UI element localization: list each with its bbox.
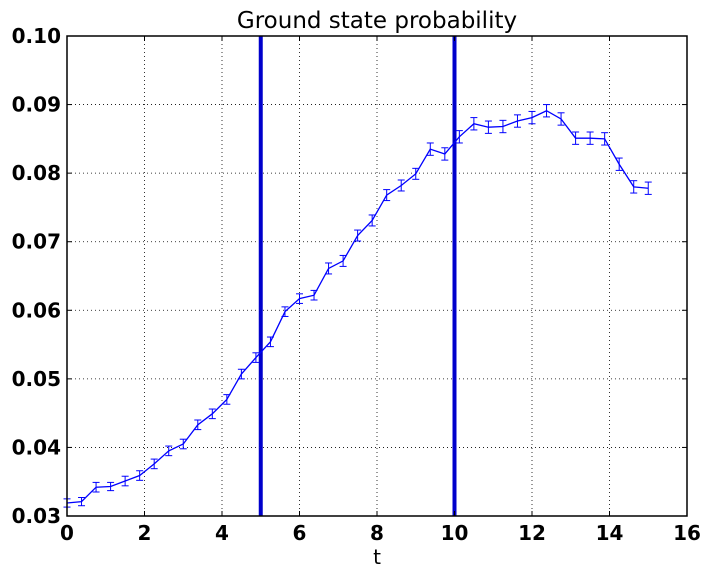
data-point-errorbar bbox=[426, 142, 434, 156]
data-point-errorbar bbox=[92, 481, 100, 493]
x-tick-label: 4 bbox=[215, 521, 229, 545]
data-point-errorbar bbox=[368, 214, 376, 227]
data-point-errorbar bbox=[165, 445, 173, 457]
y-tick-labels: 0.03 0.04 0.05 0.06 0.07 0.08 0.09 0.10 bbox=[12, 24, 61, 528]
data-point-errorbar bbox=[179, 438, 187, 450]
data-point-errorbar bbox=[208, 408, 216, 420]
data-point-errorbar bbox=[121, 475, 129, 487]
data-point-errorbar bbox=[281, 306, 289, 317]
data-point-errorbar bbox=[644, 181, 652, 195]
data-point-errorbar bbox=[601, 132, 609, 146]
data-point-errorbar bbox=[455, 130, 463, 144]
data-point-errorbar bbox=[470, 117, 478, 131]
grid-layer bbox=[67, 36, 687, 516]
y-tick-label: 0.06 bbox=[12, 298, 61, 322]
data-point-errorbar bbox=[630, 180, 638, 194]
data-point-errorbar bbox=[528, 110, 536, 125]
x-tick-label: 2 bbox=[138, 521, 152, 545]
x-tick-label: 16 bbox=[673, 521, 701, 545]
x-tick-label: 6 bbox=[293, 521, 307, 545]
y-tick-label: 0.08 bbox=[12, 161, 61, 185]
data-point-errorbar bbox=[136, 470, 144, 481]
y-tick-label: 0.10 bbox=[12, 24, 61, 48]
ticks-layer bbox=[66, 35, 688, 517]
data-point-errorbar bbox=[615, 157, 623, 171]
x-axis-label: t bbox=[373, 545, 381, 569]
x-tick-label: 14 bbox=[596, 521, 624, 545]
data-point-errorbar bbox=[296, 293, 303, 304]
data-point-errorbar bbox=[194, 419, 202, 431]
y-tick-label: 0.07 bbox=[12, 230, 61, 254]
data-point-errorbar bbox=[237, 368, 245, 380]
y-tick-label: 0.05 bbox=[12, 367, 61, 391]
data-point-errorbar bbox=[557, 112, 565, 126]
data-point-errorbar bbox=[543, 104, 551, 118]
data-point-errorbar bbox=[266, 336, 274, 348]
y-tick-label: 0.04 bbox=[12, 435, 61, 459]
x-tick-label: 10 bbox=[441, 521, 469, 545]
data-point-errorbar bbox=[499, 119, 507, 134]
data-point-errorbar bbox=[441, 147, 449, 161]
chart-title: Ground state probability bbox=[237, 8, 517, 34]
data-point-errorbar bbox=[383, 189, 391, 202]
data-point-errorbar bbox=[78, 496, 86, 507]
data-point-errorbar bbox=[572, 131, 580, 145]
series-line bbox=[66, 110, 649, 504]
data-point-errorbar bbox=[513, 114, 521, 128]
data-point-errorbar bbox=[397, 179, 405, 192]
y-tick-label: 0.09 bbox=[12, 93, 61, 117]
data-point-errorbar bbox=[484, 120, 492, 134]
x-tick-label: 8 bbox=[370, 521, 384, 545]
data-point-errorbar bbox=[325, 262, 333, 275]
data-point-errorbar bbox=[339, 254, 347, 267]
data-point-errorbar bbox=[223, 394, 231, 405]
x-tick-labels: 0 2 4 6 8 10 12 14 16 bbox=[60, 521, 701, 545]
data-point-errorbar bbox=[150, 458, 158, 470]
data-point-errorbar bbox=[586, 131, 594, 145]
data-point-errorbar bbox=[252, 352, 260, 363]
x-tick-label: 12 bbox=[518, 521, 546, 545]
data-point-errorbar bbox=[354, 229, 362, 242]
data-point-errorbar bbox=[310, 289, 318, 301]
series-layer bbox=[63, 104, 652, 508]
data-point-errorbar bbox=[107, 481, 115, 492]
y-tick-label: 0.03 bbox=[12, 504, 61, 528]
data-point-errorbar bbox=[412, 167, 420, 180]
x-tick-label: 0 bbox=[60, 521, 74, 545]
vertical-markers bbox=[258, 36, 457, 516]
